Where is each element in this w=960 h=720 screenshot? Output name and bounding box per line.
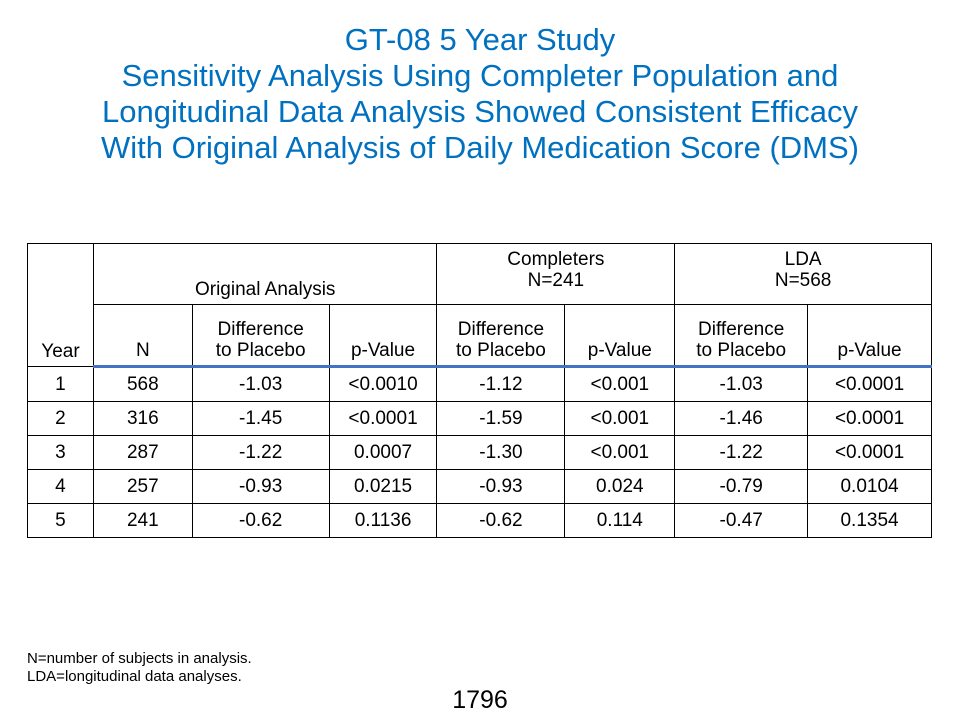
cell-lda-pvalue: <0.0001 — [807, 435, 932, 470]
cell-year: 1 — [27, 366, 94, 402]
table-row: 3 287 -1.22 0.0007 -1.30 <0.001 -1.22 <0… — [27, 435, 932, 470]
header-lda-diff: Difference to Placebo — [674, 304, 809, 368]
table-row: 2 316 -1.45 <0.0001 -1.59 <0.001 -1.46 <… — [27, 401, 932, 436]
header-diff-line1: Difference — [457, 319, 545, 340]
cell-comp-pvalue: 0.024 — [564, 469, 676, 504]
lda-label: LDA — [784, 249, 822, 270]
table-row: 1 568 -1.03 <0.0010 -1.12 <0.001 -1.03 <… — [27, 366, 932, 402]
lda-n: N=568 — [774, 270, 832, 291]
cell-year: 4 — [27, 469, 94, 504]
header-orig-diff: Difference to Placebo — [191, 304, 330, 368]
header-comp-diff: Difference to Placebo — [436, 304, 566, 368]
results-table: Year Original Analysis Completers N=241 … — [27, 243, 932, 538]
cell-n: 241 — [92, 503, 193, 538]
cell-lda-diff: -0.79 — [674, 469, 809, 504]
cell-comp-diff: -0.62 — [436, 503, 566, 538]
column-header-row: N Difference to Placebo p-Value Differen… — [28, 304, 932, 368]
cell-orig-diff: -0.93 — [191, 469, 330, 504]
slide-title: GT-08 5 Year Study Sensitivity Analysis … — [0, 22, 960, 166]
cell-orig-diff: -1.22 — [191, 435, 330, 470]
cell-lda-pvalue: <0.0001 — [807, 366, 932, 402]
header-diff-line1: Difference — [698, 319, 785, 340]
cell-comp-diff: -1.59 — [436, 401, 566, 436]
header-year: Year — [27, 243, 94, 367]
table-row: 4 257 -0.93 0.0215 -0.93 0.024 -0.79 0.0… — [27, 469, 932, 504]
cell-lda-diff: -1.22 — [674, 435, 809, 470]
header-orig-pvalue: p-Value — [328, 304, 438, 368]
header-diff-line2: to Placebo — [696, 340, 787, 361]
cell-n: 316 — [92, 401, 193, 436]
cell-comp-diff: -1.30 — [436, 435, 566, 470]
cell-comp-pvalue: 0.114 — [564, 503, 676, 538]
completers-label: Completers — [507, 249, 605, 270]
cell-orig-diff: -1.45 — [191, 401, 330, 436]
title-line-4: With Original Analysis of Daily Medicati… — [100, 130, 860, 165]
header-diff-line1: Difference — [217, 319, 304, 340]
footnote-lda: LDA=longitudinal data analyses. — [27, 668, 242, 685]
page-number: 1796 — [452, 686, 508, 714]
cell-orig-pvalue: 0.0215 — [328, 469, 438, 504]
cell-lda-pvalue: 0.0104 — [807, 469, 932, 504]
cell-orig-pvalue: 0.1136 — [328, 503, 438, 538]
footnote-n: N=number of subjects in analysis. — [27, 650, 252, 667]
header-diff-line2: to Placebo — [456, 340, 546, 361]
cell-comp-diff: -1.12 — [436, 366, 566, 402]
header-diff-line2: to Placebo — [215, 340, 306, 361]
footnotes: N=number of subjects in analysis. LDA=lo… — [27, 650, 252, 686]
cell-lda-diff: -1.03 — [674, 366, 809, 402]
title-line-2: Sensitivity Analysis Using Completer Pop… — [121, 58, 839, 93]
cell-lda-pvalue: 0.1354 — [807, 503, 932, 538]
cell-lda-diff: -1.46 — [674, 401, 809, 436]
title-line-3: Longitudinal Data Analysis Showed Consis… — [102, 94, 858, 129]
cell-orig-pvalue: 0.0007 — [328, 435, 438, 470]
cell-orig-diff: -1.03 — [191, 366, 330, 402]
cell-orig-diff: -0.62 — [191, 503, 330, 538]
group-header-completers: Completers N=241 — [436, 243, 676, 305]
cell-n: 568 — [92, 366, 193, 402]
cell-year: 3 — [27, 435, 94, 470]
completers-n: N=241 — [527, 270, 585, 291]
cell-lda-pvalue: <0.0001 — [807, 401, 932, 436]
cell-year: 2 — [27, 401, 94, 436]
group-header-lda: LDA N=568 — [674, 243, 932, 305]
cell-lda-diff: -0.47 — [674, 503, 809, 538]
cell-orig-pvalue: <0.0001 — [328, 401, 438, 436]
cell-n: 287 — [92, 435, 193, 470]
cell-comp-diff: -0.93 — [436, 469, 566, 504]
cell-year: 5 — [27, 503, 94, 538]
header-lda-pvalue: p-Value — [807, 304, 932, 368]
cell-comp-pvalue: <0.001 — [564, 435, 676, 470]
group-header-row: Year Original Analysis Completers N=241 … — [27, 243, 932, 367]
table-row: 5 241 -0.62 0.1136 -0.62 0.114 -0.47 0.1… — [27, 503, 932, 538]
header-n: N — [92, 304, 193, 368]
cell-orig-pvalue: <0.0010 — [328, 366, 438, 402]
group-header-original: Original Analysis — [92, 243, 438, 305]
cell-n: 257 — [92, 469, 193, 504]
header-comp-pvalue: p-Value — [564, 304, 676, 368]
cell-comp-pvalue: <0.001 — [564, 366, 676, 402]
title-line-1: GT-08 5 Year Study — [344, 22, 616, 57]
cell-comp-pvalue: <0.001 — [564, 401, 676, 436]
